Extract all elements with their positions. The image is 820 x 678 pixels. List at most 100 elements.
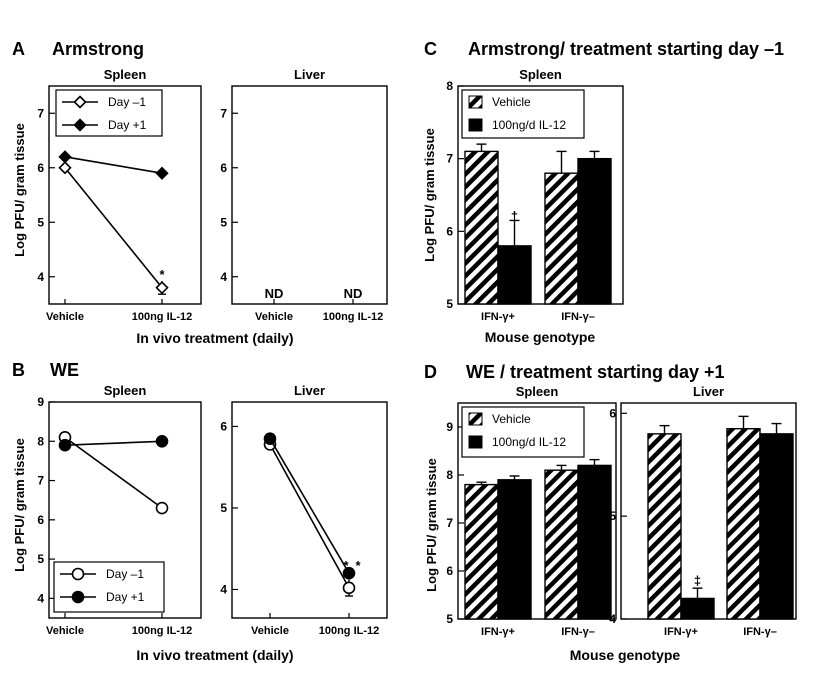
bar: [464, 150, 499, 305]
data-point: [342, 581, 356, 595]
legend-box: [53, 561, 165, 613]
chart-D-spleen: Spleen 5 6 7 8 9 IFN-γ+ IFN-γ– Vehicle 100ng/d IL…: [446, 384, 617, 638]
panel-subtitle: Liver: [693, 384, 724, 399]
x-tick-label: IFN-γ–: [561, 626, 595, 638]
y-tick-label: 5: [609, 509, 616, 523]
legend-swatch: [468, 118, 483, 132]
panel-b-title: WE: [50, 360, 79, 380]
bar: [647, 433, 682, 620]
data-point: [155, 166, 169, 180]
panel-subtitle: Spleen: [519, 67, 562, 82]
y-tick-label: 7: [446, 516, 453, 530]
annotation-label: ‡: [694, 573, 701, 588]
y-tick-label: 4: [220, 270, 227, 284]
y-tick-label: 8: [446, 468, 453, 482]
y-tick-label: 7: [446, 152, 453, 166]
x-tick-label: 100ng IL-12: [132, 311, 193, 323]
x-tick-label: IFN-γ+: [481, 626, 515, 638]
y-tick-label: 9: [446, 420, 453, 434]
panel-a-letter: A: [12, 39, 25, 59]
plot-frame: [457, 402, 617, 620]
panel-b-xlabel: In vivo treatment (daily): [136, 647, 293, 663]
panel-a-xlabel: In vivo treatment (daily): [136, 330, 293, 346]
annotation-label: *: [159, 267, 165, 282]
legend-label: Day –1: [108, 95, 146, 109]
data-point: [58, 438, 72, 452]
data-point: [155, 434, 169, 448]
chart-B-spleen: Spleen 4 5 6 7 8 9 Vehicle 100ng IL-12 Day –1 Day …: [37, 383, 202, 637]
panel-a-title: Armstrong: [52, 39, 144, 59]
legend-label: Day +1: [108, 118, 147, 132]
legend-swatch: [468, 412, 483, 426]
y-tick-label: 8: [446, 79, 453, 93]
x-tick-label: Vehicle: [46, 311, 84, 323]
data-point: [263, 432, 277, 445]
data-point: [155, 501, 169, 515]
chart-A-spleen: Spleen 4 5 6 7 Vehicle 100ng IL-12 * Day –1 Day +…: [37, 67, 202, 323]
x-tick-label: IFN-γ–: [743, 626, 777, 638]
legend-label: Day –1: [106, 567, 144, 581]
bar: [726, 428, 761, 620]
series-line: [64, 440, 163, 446]
y-tick-label: 6: [37, 161, 44, 175]
chart-A-liver: Liver 4 5 6 7 Vehicle 100ng IL-12 ND ND: [220, 67, 388, 323]
chart-D-liver: Liver 4 5 6 IFN-γ+ IFN-γ– ‡: [609, 384, 797, 638]
panel-subtitle: Liver: [294, 67, 325, 82]
x-tick-label: 100ng IL-12: [323, 311, 384, 323]
plot-frame: [48, 401, 202, 619]
y-tick-label: 5: [220, 501, 227, 515]
series-line: [269, 443, 350, 589]
y-tick-label: 9: [37, 395, 44, 409]
y-tick-label: 6: [446, 224, 453, 238]
panel-a-ylabel: Log PFU/ gram tissue: [12, 123, 27, 257]
x-tick-label: Vehicle: [255, 311, 293, 323]
legend-marker: [71, 590, 85, 604]
y-tick-label: 5: [446, 297, 453, 311]
legend-marker: [71, 567, 85, 581]
legend-box: [55, 89, 163, 137]
x-tick-label: IFN-γ–: [561, 311, 595, 323]
data-point: [58, 150, 72, 164]
panel-subtitle: Spleen: [516, 384, 559, 399]
y-tick-label: 6: [609, 406, 616, 420]
y-tick-label: 6: [446, 564, 453, 578]
panel-d-ylabel: Log PFU/ gram tissue: [424, 458, 439, 592]
legend-label: Day +1: [106, 590, 145, 604]
annotation-label: †: [511, 208, 518, 223]
data-point: [342, 566, 356, 580]
y-tick-label: 4: [220, 582, 227, 596]
legend-label: 100ng/d IL-12: [492, 118, 566, 132]
data-point: [155, 281, 169, 295]
series-line: [64, 167, 163, 289]
y-tick-label: 7: [37, 474, 44, 488]
y-tick-label: 5: [37, 215, 44, 229]
legend-swatch: [468, 435, 483, 449]
legend-marker: [73, 95, 87, 109]
panel-subtitle: Spleen: [104, 67, 147, 82]
y-tick-label: 5: [446, 612, 453, 626]
y-tick-label: 7: [37, 106, 44, 120]
bar: [497, 245, 532, 305]
legend-label: Vehicle: [492, 412, 531, 426]
bar: [680, 597, 715, 620]
x-tick-label: Vehicle: [46, 625, 84, 637]
panel-c-title: Armstrong/ treatment starting day –1: [468, 39, 784, 59]
panel-c-ylabel: Log PFU/ gram tissue: [422, 128, 437, 262]
bar: [544, 469, 579, 620]
plot-frame: [231, 85, 388, 305]
chart-C-spleen: Spleen 5 6 7 8 IFN-γ+ IFN-γ– † Vehicle 100ng/d IL…: [446, 67, 624, 323]
x-tick-label: 100ng IL-12: [319, 625, 380, 637]
annotation-label: ND: [265, 286, 284, 301]
plot-frame: [48, 85, 202, 305]
y-tick-label: 4: [37, 591, 44, 605]
y-tick-label: 6: [37, 513, 44, 527]
y-tick-label: 4: [609, 612, 616, 626]
panel-d-title: WE / treatment starting day +1: [466, 362, 725, 382]
bar: [759, 433, 794, 620]
legend-swatch: [468, 95, 483, 109]
panel-b-ylabel: Log PFU/ gram tissue: [12, 438, 27, 572]
panel-b-letter: B: [12, 360, 25, 380]
annotation-label: ND: [344, 286, 363, 301]
panel-c-letter: C: [424, 39, 437, 59]
